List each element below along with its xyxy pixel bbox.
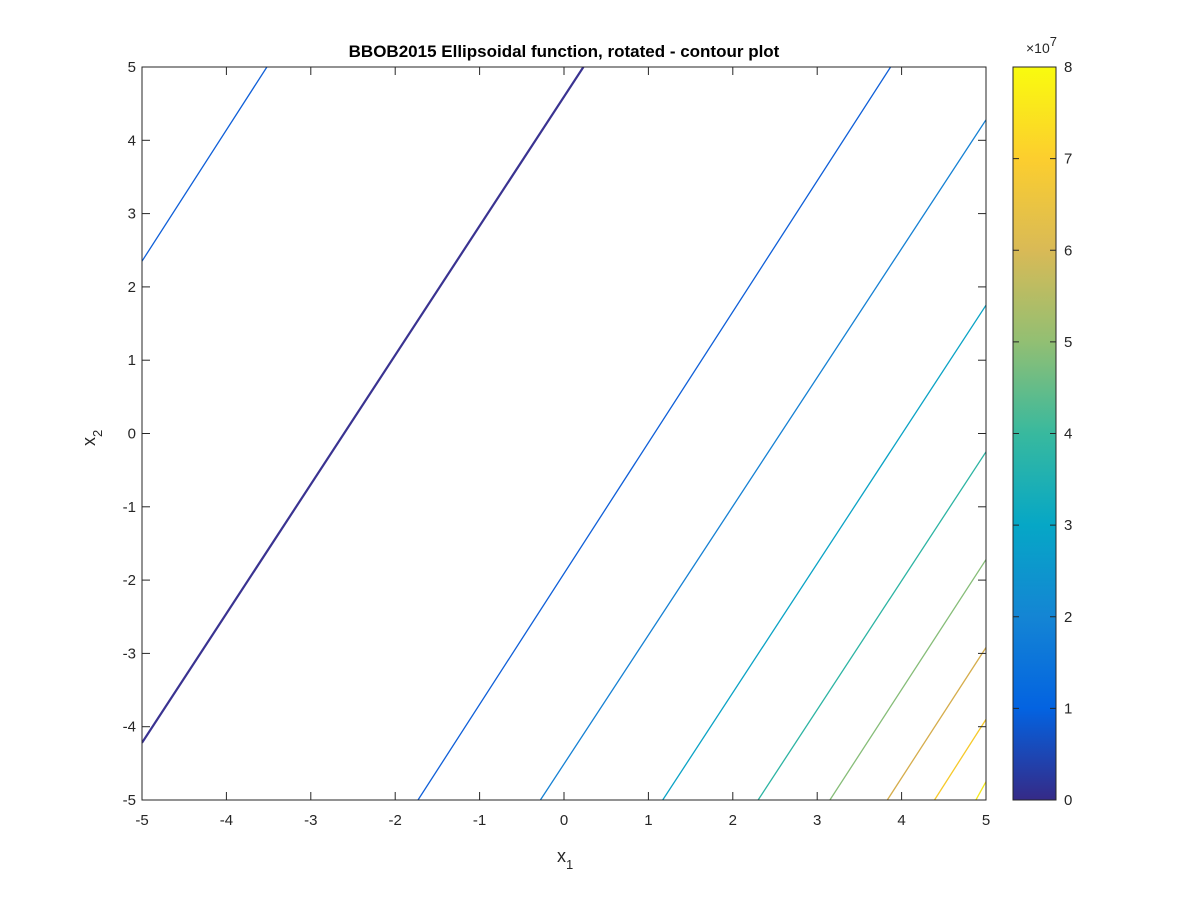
contour-line	[539, 119, 986, 800]
x-tick-label: -5	[135, 812, 148, 829]
x-tick-label: 0	[560, 812, 568, 829]
y-tick-label: 0	[128, 426, 136, 443]
x-tick-label: 3	[813, 812, 821, 829]
x-tick-label: 1	[644, 812, 652, 829]
x-tick-label: 5	[982, 812, 990, 829]
colorbar-tick-label: 3	[1064, 517, 1072, 534]
x-tick-label: -3	[304, 812, 317, 829]
x-tick-label: -2	[389, 812, 402, 829]
y-tick-label: 4	[128, 132, 136, 149]
y-tick-label: 1	[128, 352, 136, 369]
colorbar	[1012, 66, 1057, 801]
colorbar-tick-label: 5	[1064, 334, 1072, 351]
x-axis-label: x1	[557, 846, 573, 872]
contour-line	[417, 67, 892, 800]
x-tick-label: 4	[897, 812, 905, 829]
x-axis-label-sub: 1	[566, 857, 573, 872]
colorbar-tick-label: 7	[1064, 151, 1072, 168]
colorbar-exponent: ×107	[1026, 34, 1057, 56]
contour-line	[829, 559, 986, 800]
contour-line	[886, 647, 986, 800]
x-tick-label: -1	[473, 812, 486, 829]
x-tick-label: 2	[729, 812, 737, 829]
colorbar-exponent-power: 7	[1050, 34, 1057, 49]
y-axis-label-base: x	[79, 437, 99, 446]
contour-line	[757, 451, 986, 800]
contour-lines	[142, 67, 986, 800]
y-tick-label: 2	[128, 279, 136, 296]
y-tick-label: -3	[123, 645, 136, 662]
colorbar-tick-label: 8	[1064, 59, 1072, 76]
contour-line	[142, 67, 585, 744]
x-tick-label: -4	[220, 812, 233, 829]
y-tick-label: -5	[123, 792, 136, 809]
y-axis-ticks: -5 -4 -3 -2 -1 0 1 2 3 4 5	[123, 59, 986, 809]
x-axis-label-base: x	[557, 846, 566, 866]
colorbar-tick-label: 6	[1064, 242, 1072, 259]
y-tick-label: -2	[123, 572, 136, 589]
colorbar-tick-label: 0	[1064, 792, 1072, 809]
colorbar-tick-label: 1	[1064, 700, 1072, 717]
x-axis-ticks: -5 -4 -3 -2 -1 0 1 2 3 4 5	[135, 67, 990, 829]
colorbar-tick-label: 2	[1064, 609, 1072, 626]
colorbar-exponent-base: ×10	[1026, 40, 1050, 56]
y-tick-label: 5	[128, 59, 136, 76]
colorbar-ticks: 0 1 2 3 4 5 6 7 8	[1013, 59, 1072, 809]
y-tick-label: 3	[128, 206, 136, 223]
y-tick-label: -4	[123, 719, 136, 736]
contour-line	[975, 781, 986, 800]
y-axis-label: x2	[79, 430, 105, 446]
plot-area	[142, 67, 986, 800]
contour-line	[662, 304, 986, 800]
y-axis-label-sub: 2	[90, 430, 105, 437]
chart-title: BBOB2015 Ellipsoidal function, rotated -…	[349, 42, 780, 61]
contour-line	[933, 719, 986, 800]
y-tick-label: -1	[123, 499, 136, 516]
contour-line	[142, 67, 268, 262]
colorbar-tick-label: 4	[1064, 426, 1072, 443]
